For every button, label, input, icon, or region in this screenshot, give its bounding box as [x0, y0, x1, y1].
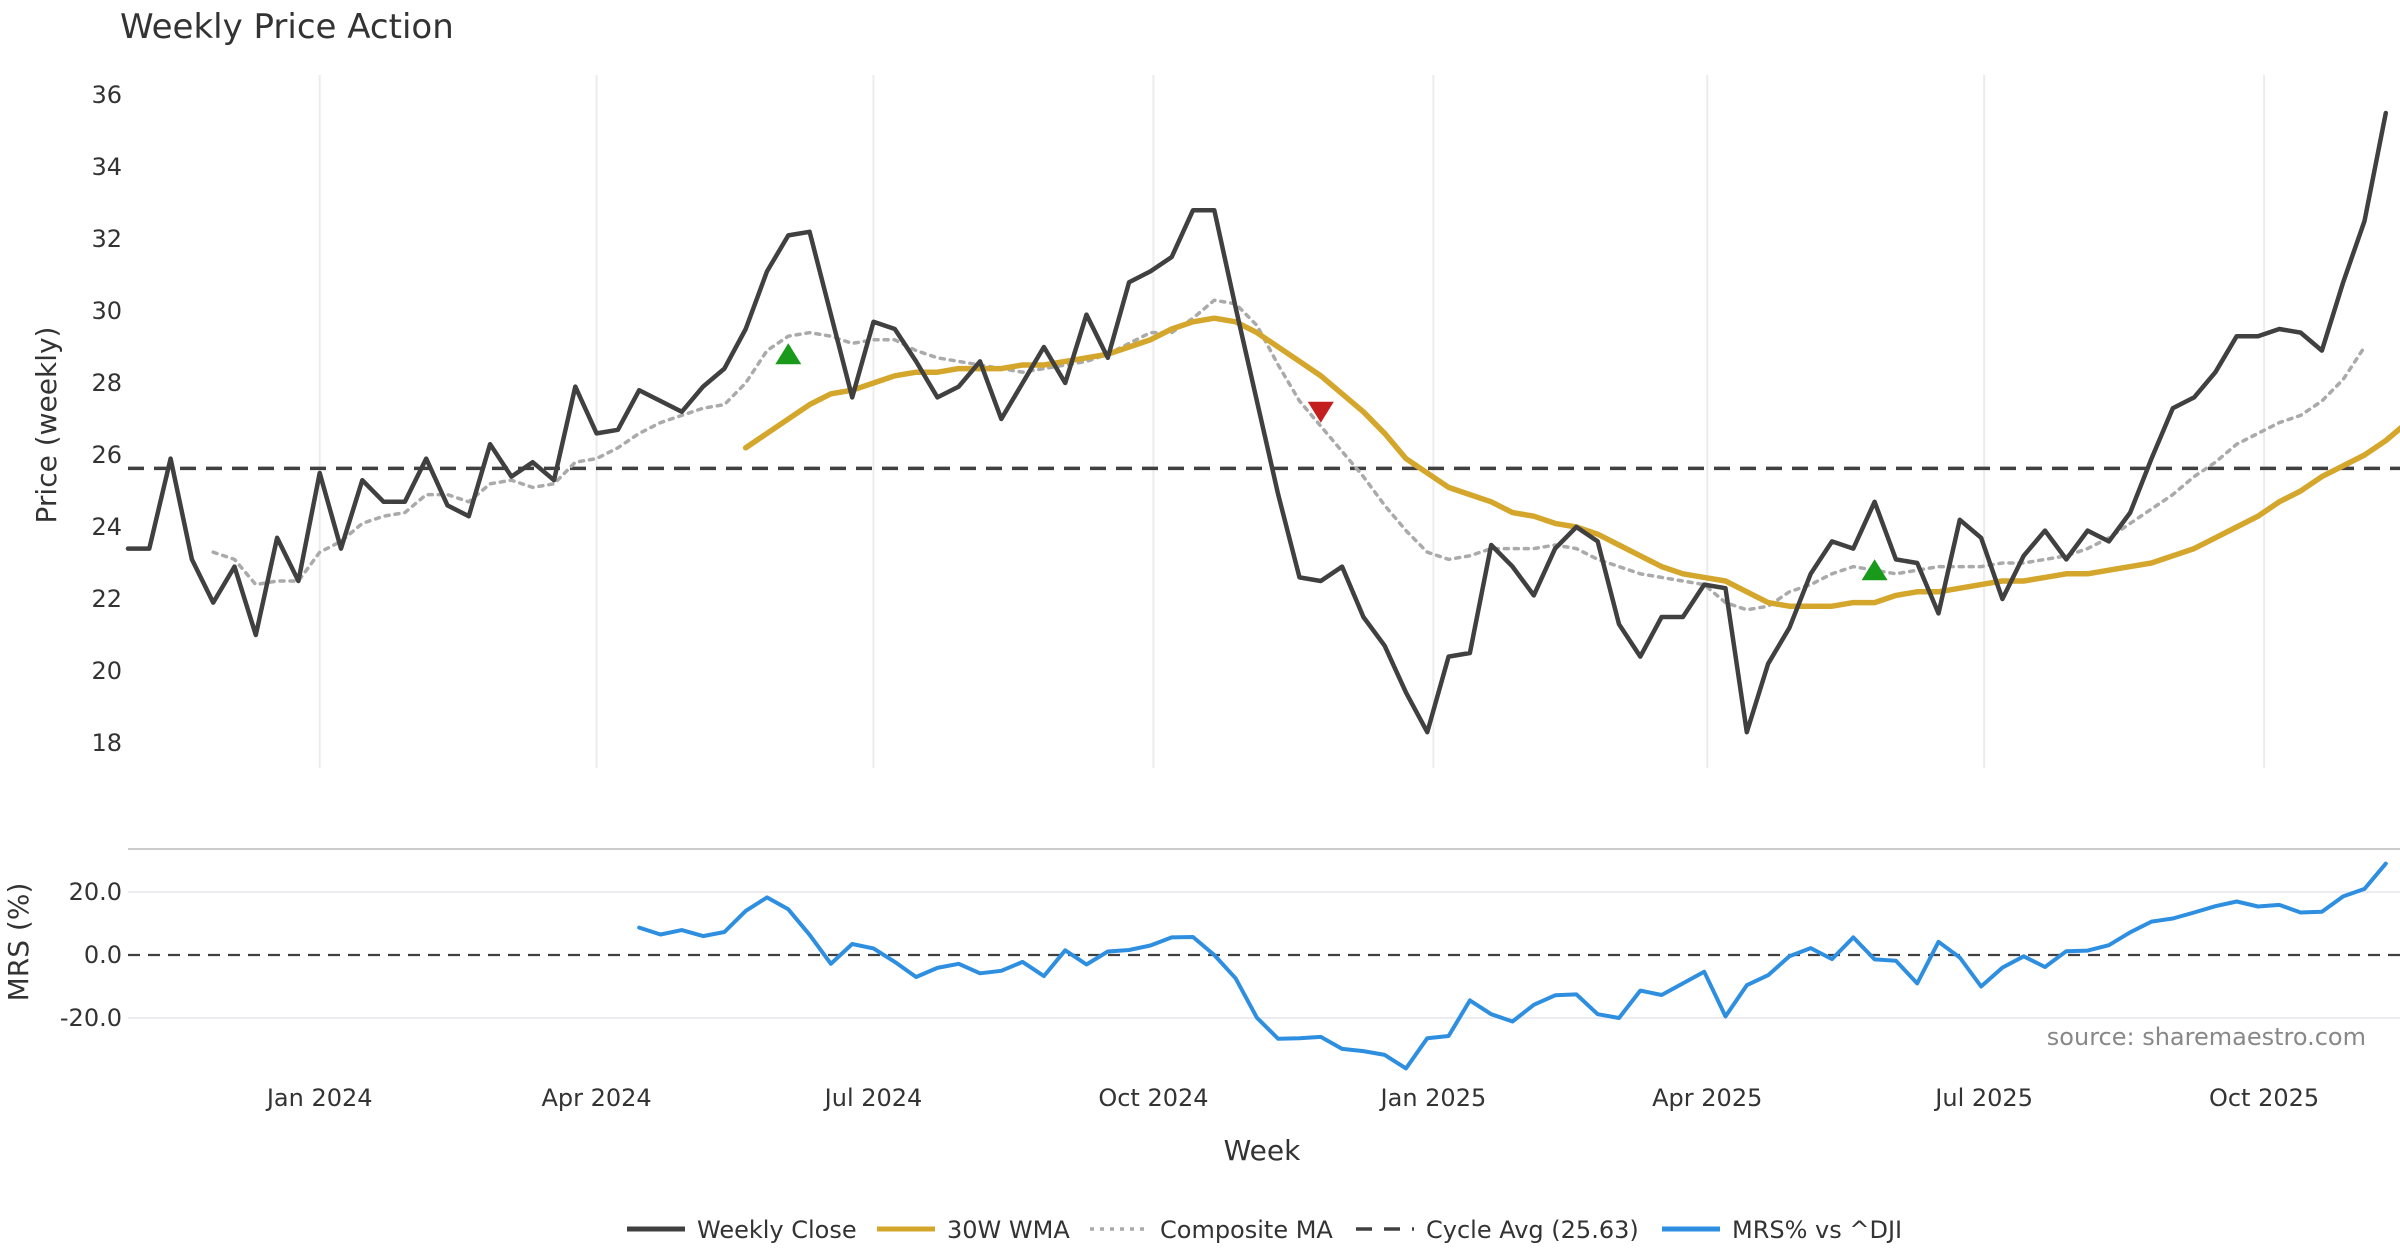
mrs-y-tick-label: -20.0: [60, 1004, 122, 1032]
sell-signal-marker: [1307, 401, 1334, 423]
x-tick-label: Oct 2024: [1098, 1084, 1208, 1112]
signal-markers: [775, 343, 1888, 581]
chart-title: Weekly Price Action: [120, 7, 454, 47]
wma-30w-line: [742, 315, 2400, 609]
buy-signal-marker: [775, 343, 802, 365]
composite-ma-line: [211, 298, 2367, 612]
x-tick-label: Apr 2025: [1652, 1084, 1762, 1112]
legend-label: 30W WMA: [947, 1216, 1070, 1244]
price-y-tick-label: 22: [91, 585, 122, 613]
legend-label: MRS% vs ^DJI: [1732, 1216, 1902, 1244]
series-layer: [125, 110, 2400, 1071]
legend-label: Composite MA: [1160, 1216, 1333, 1244]
price-y-tick-label: 30: [91, 297, 122, 325]
mrs-y-tick-label: 0.0: [84, 941, 122, 969]
x-tick-label: Jul 2025: [1933, 1084, 2033, 1112]
price-y-tick-label: 20: [91, 657, 122, 685]
x-tick-label: Jul 2024: [823, 1084, 923, 1112]
buy-signal-marker: [1861, 559, 1888, 581]
source-note: source: sharemaestro.com: [2047, 1023, 2366, 1051]
x-tick-label: Apr 2024: [541, 1084, 651, 1112]
mrs-y-tick-label: 20.0: [69, 878, 122, 906]
mrs-y-axis-label: MRS (%): [2, 883, 35, 1002]
legend-label: Weekly Close: [697, 1216, 857, 1244]
price-y-axis-label: Price (weekly): [30, 327, 63, 524]
tick-labels: 18 20 22 24 26 28 30 32 34 36 20.0 0.0 -20.0 Jan 2024…: [60, 81, 2319, 1112]
x-tick-label: Jan 2024: [265, 1084, 373, 1112]
legend-label: Cycle Avg (25.63): [1426, 1216, 1639, 1244]
price-y-tick-label: 28: [91, 369, 122, 397]
legend: Weekly Close 30W WMA Composite MA Cycle Avg…: [627, 1216, 1902, 1244]
x-axis-label: Week: [1224, 1134, 1301, 1167]
price-y-tick-label: 26: [91, 441, 122, 469]
x-tick-label: Oct 2025: [2209, 1084, 2319, 1112]
price-y-tick-label: 32: [91, 225, 122, 253]
price-y-tick-label: 24: [91, 513, 122, 541]
grid-layer: [128, 75, 2400, 1019]
mrs-line: [637, 861, 2388, 1071]
price-y-tick-label: 36: [91, 81, 122, 109]
price-y-tick-label: 34: [91, 153, 122, 181]
weekly-close-line: [125, 110, 2389, 735]
x-tick-label: Jan 2025: [1379, 1084, 1487, 1112]
price-y-tick-label: 18: [91, 729, 122, 757]
